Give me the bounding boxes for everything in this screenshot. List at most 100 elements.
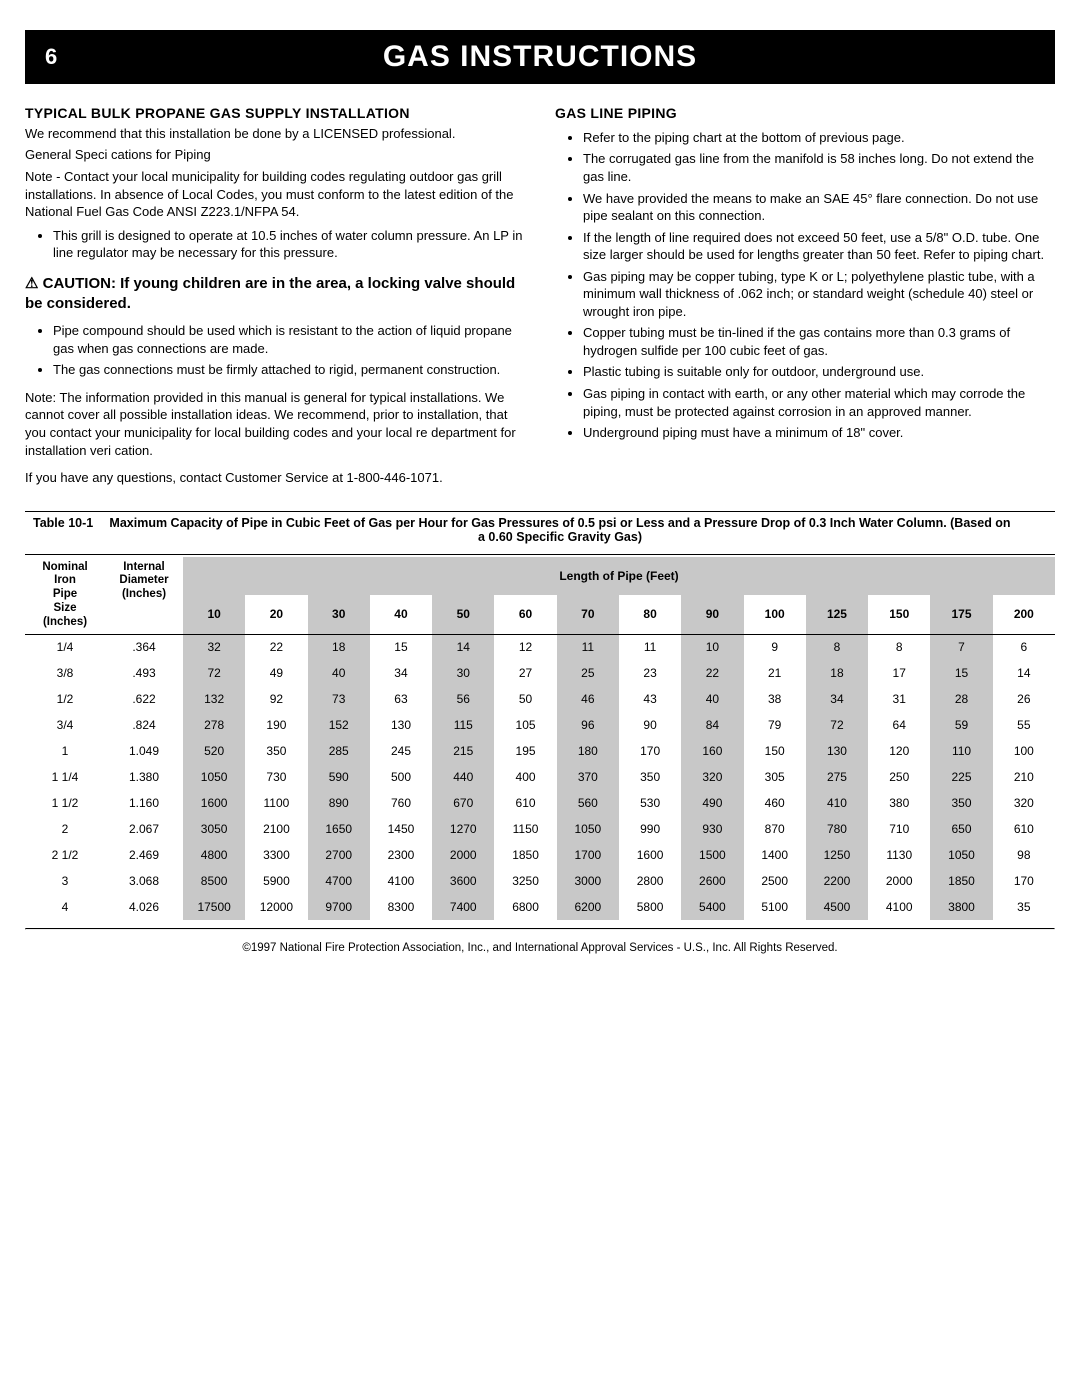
cell-value: 285 [308, 738, 370, 764]
cell-value: 130 [806, 738, 868, 764]
cell-value: 380 [868, 790, 930, 816]
cell-value: 8 [868, 634, 930, 660]
cell-value: 31 [868, 686, 930, 712]
cell-value: 180 [557, 738, 619, 764]
cell-value: 79 [744, 712, 806, 738]
cell-value: 350 [930, 790, 992, 816]
cell-value: 21 [744, 660, 806, 686]
cell-value: 3050 [183, 816, 245, 842]
cell-value: 11 [557, 634, 619, 660]
col-hdr-length: Length of Pipe (Feet) [183, 557, 1055, 595]
list-item: Underground piping must have a minimum o… [583, 424, 1055, 442]
list-item: Gas piping may be copper tubing, type K … [583, 268, 1055, 321]
length-col-header: 100 [744, 595, 806, 634]
cell-value: 2100 [245, 816, 307, 842]
length-col-header: 90 [681, 595, 743, 634]
cell-value: 5400 [681, 894, 743, 920]
cell-value: 590 [308, 764, 370, 790]
cell-value: 400 [494, 764, 556, 790]
cell-value: 520 [183, 738, 245, 764]
cell-value: 100 [993, 738, 1055, 764]
cell-size: 3 [25, 868, 105, 894]
cell-value: 12000 [245, 894, 307, 920]
list-item: Gas piping in contact with earth, or any… [583, 385, 1055, 420]
caution-text: ⚠ CAUTION: If young children are in the … [25, 274, 525, 315]
cell-value: 710 [868, 816, 930, 842]
cell-diameter: 2.469 [105, 842, 183, 868]
cell-value: 4500 [806, 894, 868, 920]
cell-value: 1150 [494, 816, 556, 842]
cell-value: 870 [744, 816, 806, 842]
cell-value: 170 [619, 738, 681, 764]
cell-value: 7 [930, 634, 992, 660]
cell-value: 2000 [868, 868, 930, 894]
cell-size: 1/4 [25, 634, 105, 660]
cell-size: 4 [25, 894, 105, 920]
cell-value: 84 [681, 712, 743, 738]
cell-value: 9700 [308, 894, 370, 920]
length-col-header: 40 [370, 595, 432, 634]
cell-value: 34 [806, 686, 868, 712]
cell-value: 1250 [806, 842, 868, 868]
left-specs-line: General Speci cations for Piping [25, 146, 525, 164]
left-intro: We recommend that this installation be d… [25, 125, 525, 143]
cell-value: 195 [494, 738, 556, 764]
cell-value: 2200 [806, 868, 868, 894]
cell-value: 120 [868, 738, 930, 764]
cell-size: 3/8 [25, 660, 105, 686]
cell-value: 14 [993, 660, 1055, 686]
cell-value: 35 [993, 894, 1055, 920]
cell-value: 11 [619, 634, 681, 660]
list-item: Refer to the piping chart at the bottom … [583, 129, 1055, 147]
content-columns: TYPICAL BULK PROPANE GAS SUPPLY INSTALLA… [25, 104, 1055, 491]
cell-value: 210 [993, 764, 1055, 790]
cell-diameter: 4.026 [105, 894, 183, 920]
cell-value: 26 [993, 686, 1055, 712]
cell-value: 1650 [308, 816, 370, 842]
cell-value: 5800 [619, 894, 681, 920]
cell-value: 38 [744, 686, 806, 712]
cell-value: 17500 [183, 894, 245, 920]
cell-value: 1600 [619, 842, 681, 868]
header-row-1: NominalIronPipeSize(Inches) InternalDiam… [25, 557, 1055, 595]
cell-value: 1050 [930, 842, 992, 868]
length-col-header: 70 [557, 595, 619, 634]
cell-value: 1700 [557, 842, 619, 868]
list-item: The gas connections must be firmly attac… [53, 361, 525, 379]
cell-value: 46 [557, 686, 619, 712]
list-item: Copper tubing must be tin-lined if the g… [583, 324, 1055, 359]
cell-value: 18 [308, 634, 370, 660]
cell-value: 115 [432, 712, 494, 738]
cell-value: 2300 [370, 842, 432, 868]
cell-value: 4100 [868, 894, 930, 920]
cell-value: 1270 [432, 816, 494, 842]
cell-value: 23 [619, 660, 681, 686]
cell-size: 1 1/4 [25, 764, 105, 790]
table-copyright: ©1997 National Fire Protection Associati… [25, 938, 1055, 958]
pipe-capacity-table: NominalIronPipeSize(Inches) InternalDiam… [25, 557, 1055, 920]
length-col-header: 150 [868, 595, 930, 634]
cell-value: 780 [806, 816, 868, 842]
table-row: 1 1/41.380105073059050044040037035032030… [25, 764, 1055, 790]
cell-value: 245 [370, 738, 432, 764]
cell-value: 72 [806, 712, 868, 738]
cell-diameter: 1.380 [105, 764, 183, 790]
cell-diameter: .824 [105, 712, 183, 738]
cell-value: 40 [308, 660, 370, 686]
table-body: 1/4.364322218151412111110988763/8.493724… [25, 634, 1055, 920]
cell-value: 90 [619, 712, 681, 738]
cell-value: 25 [557, 660, 619, 686]
cell-value: 34 [370, 660, 432, 686]
right-column: GAS LINE PIPING Refer to the piping char… [555, 104, 1055, 491]
cell-value: 2500 [744, 868, 806, 894]
cell-value: 2800 [619, 868, 681, 894]
cell-value: 64 [868, 712, 930, 738]
cell-value: 650 [930, 816, 992, 842]
cell-value: 56 [432, 686, 494, 712]
page-number: 6 [45, 44, 57, 70]
cell-value: 3600 [432, 868, 494, 894]
cell-value: 152 [308, 712, 370, 738]
cell-value: 278 [183, 712, 245, 738]
right-bullets: Refer to the piping chart at the bottom … [555, 129, 1055, 442]
length-col-header: 80 [619, 595, 681, 634]
